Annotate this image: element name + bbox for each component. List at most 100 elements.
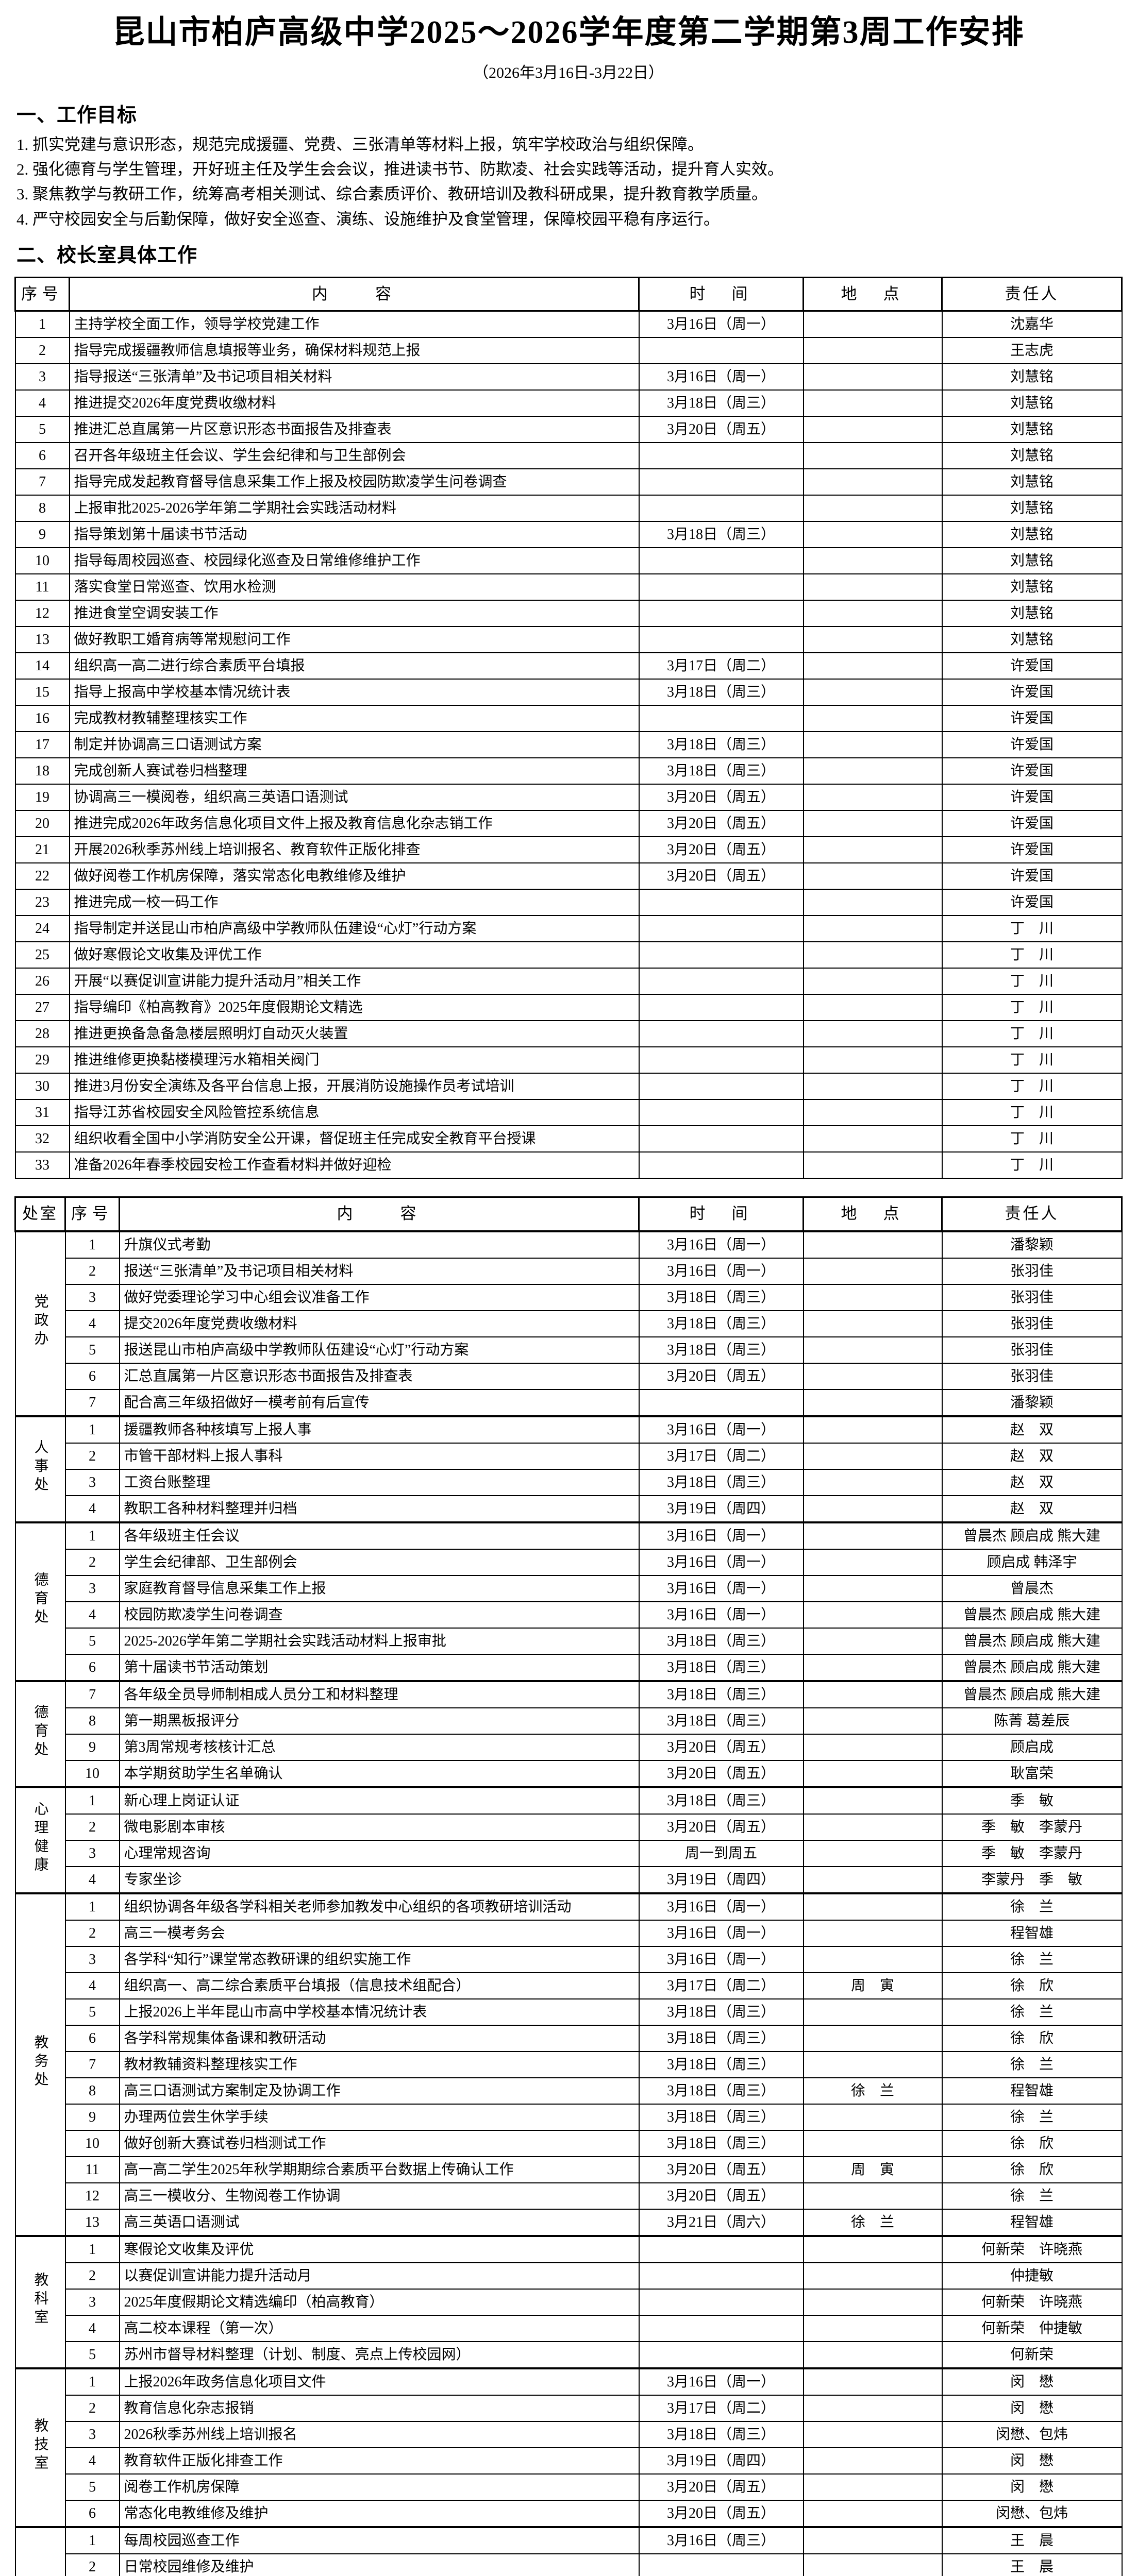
cell-place — [802, 1415, 943, 1444]
cell-content: 指导上报高中学校基本情况统计表 — [69, 679, 640, 706]
cell-index: 12 — [64, 2182, 120, 2210]
cell-content: 开展2026秋季苏州线上培训报名、教育软件正版化排查 — [69, 836, 640, 864]
cell-time: 3月18日（周三） — [638, 1310, 804, 1338]
cell-owner: 许爱国 — [941, 810, 1123, 838]
table-row: 6 各学科常规集体备课和教研活动 3月18日（周三） 徐 欣 — [15, 2025, 1123, 2053]
cell-owner: 刘慧铭 — [941, 573, 1123, 601]
cell-index: 3 — [14, 363, 70, 391]
cell-index: 15 — [14, 679, 70, 706]
cell-owner: 程智雄 — [941, 2209, 1123, 2237]
cell-content: 推进完成2026年政务信息化项目文件上报及教育信息化杂志销工作 — [69, 810, 640, 838]
cell-content: 各学科“知行”课堂常态教研课的组织实施工作 — [119, 1946, 640, 1974]
cell-index: 9 — [14, 521, 70, 549]
cell-place — [802, 337, 943, 365]
table-row: 6 常态化电教维修及维护 3月20日（周五） 闵懋、包炜 — [15, 2500, 1123, 2528]
cell-department: 心理健康 — [14, 1786, 66, 1894]
table-row: 9 第3周常规考核核计汇总 3月20日（周五） 顾启成 — [15, 1734, 1123, 1761]
cell-content: 准备2026年春季校园安检工作查看材料并做好迎检 — [69, 1151, 640, 1179]
cell-owner: 沈嘉华 — [941, 310, 1123, 338]
cell-index: 2 — [64, 1549, 120, 1577]
table-row: 28 推进更换备急备急楼层照明灯自动灭火装置 丁 川 — [14, 1020, 1123, 1048]
table-row: 教技室 1 上报2026年政务信息化项目文件 3月16日（周一） 闵 懋 — [14, 2367, 1123, 2528]
cell-content: 推进提交2026年度党费收缴材料 — [69, 389, 640, 417]
cell-time — [638, 915, 804, 943]
cell-content: 组织高一、高二综合素质平台填报（信息技术组配合） — [119, 1972, 640, 2000]
cell-time: 3月18日（周三） — [638, 1469, 804, 1497]
cell-owner: 丁 川 — [941, 941, 1123, 969]
cell-time: 3月18日（周三） — [638, 1628, 804, 1655]
cell-time: 3月18日（周三） — [638, 2025, 804, 2053]
cell-place: 周 寅 — [802, 2156, 943, 2184]
table-row: 5 报送昆山市柏庐高级中学教师队伍建设“心灯”行动方案 3月18日（周三） 张羽佳 — [15, 1336, 1123, 1364]
table-row: 11 落实食堂日常巡查、饮用水检测 刘慧铭 — [14, 573, 1123, 601]
cell-content: 开展“以赛促训宣讲能力提升活动月”相关工作 — [69, 968, 640, 995]
cell-department: 教技室 — [14, 2367, 66, 2528]
cell-content: 完成教材教辅整理核实工作 — [69, 705, 640, 733]
cell-index: 4 — [64, 1866, 120, 1894]
cell-owner: 徐 兰 — [941, 1946, 1123, 1974]
department-label: 德育处 — [32, 1704, 48, 1760]
cell-owner: 顾启成 韩泽宇 — [941, 1549, 1123, 1577]
cell-owner: 丁 川 — [941, 968, 1123, 995]
cell-content: 微电影剧本审核 — [119, 1814, 640, 1841]
cell-time — [638, 600, 804, 628]
cell-content: 指导编印《柏高教育》2025年度假期论文精选 — [69, 994, 640, 1022]
cell-place — [802, 679, 943, 706]
cell-content: 本学期贫助学生名单确认 — [119, 1760, 640, 1788]
cell-index: 25 — [14, 941, 70, 969]
cell-content: 上报2026年政务信息化项目文件 — [119, 2367, 640, 2396]
cell-index: 7 — [64, 1680, 120, 1709]
col-header-place: 地 点 — [802, 276, 943, 312]
cell-content: 配合高三年级招做好一模考前有后宣传 — [119, 1389, 640, 1417]
col-header-owner: 责任人 — [941, 1196, 1123, 1232]
cell-time: 3月20日（周五） — [638, 2182, 804, 2210]
cell-index: 1 — [64, 2235, 120, 2264]
cell-index: 6 — [64, 2500, 120, 2528]
cell-index: 3 — [64, 2289, 120, 2316]
cell-time: 3月17日（周二） — [638, 652, 804, 680]
table-row: 29 推进维修更换黏楼模理污水箱相关阀门 丁 川 — [14, 1046, 1123, 1074]
cell-content: 做好寒假论文收集及评优工作 — [69, 941, 640, 969]
col-header-department: 处室 — [14, 1196, 66, 1232]
cell-owner: 程智雄 — [941, 2077, 1123, 2105]
table-row: 德育处 1 各年级班主任会议 3月16日（周一） 曾晨杰 顾启成 熊大建 — [14, 1521, 1123, 1682]
cell-index: 1 — [64, 2367, 120, 2396]
cell-place: 周 寅 — [802, 1972, 943, 2000]
cell-index: 10 — [64, 1760, 120, 1788]
cell-index: 2 — [64, 1920, 120, 1947]
cell-place — [802, 968, 943, 995]
cell-time — [638, 2553, 804, 2576]
table-row: 20 推进完成2026年政务信息化项目文件上报及教育信息化杂志销工作 3月20日（周… — [14, 810, 1123, 838]
cell-place — [802, 2500, 943, 2528]
cell-content: 推进汇总直属第一片区意识形态书面报告及排查表 — [69, 416, 640, 444]
cell-index: 9 — [64, 2104, 120, 2131]
table-header-row: 处室 序号 内 容 时 间 地 点 责任人 — [14, 1196, 1123, 1232]
table-row: 4 教育软件正版化排查工作 3月19日（周四） 闵 懋 — [15, 2447, 1123, 2475]
cell-owner: 赵 双 — [941, 1415, 1123, 1444]
cell-time: 3月16日（周一） — [638, 1892, 804, 1921]
cell-place — [802, 1151, 943, 1179]
cell-owner: 许爱国 — [941, 731, 1123, 759]
cell-content: 2026秋季苏州线上培训报名 — [119, 2421, 640, 2449]
cell-owner: 张羽佳 — [941, 1258, 1123, 1285]
goal-item: 2. 强化德育与学生管理，开好班主任及学生会会议，推进读书节、防欺凌、社会实践等… — [16, 160, 783, 179]
cell-owner: 张羽佳 — [941, 1284, 1123, 1312]
cell-index: 14 — [14, 652, 70, 680]
cell-time: 3月18日（周三） — [638, 1284, 804, 1312]
cell-content: 高一高二学生2025年秋学期期综合素质平台数据上传确认工作 — [119, 2156, 640, 2184]
cell-content: 协调高三一模阅卷，组织高三英语口语测试 — [69, 784, 640, 811]
cell-index: 11 — [14, 573, 70, 601]
department-label: 党政办 — [32, 1294, 48, 1350]
cell-content: 提交2026年度党费收缴材料 — [119, 1310, 640, 1338]
cell-time: 3月20日（周五） — [638, 1363, 804, 1391]
table-row: 5 上报2026上半年昆山市高中学校基本情况统计表 3月18日（周三） 徐 兰 — [15, 1998, 1123, 2026]
cell-owner: 许爱国 — [941, 836, 1123, 864]
table-row: 13 做好教职工婚育病等常规慰问工作 刘慧铭 — [14, 626, 1123, 654]
table-row: 7 教材教辅资料整理核实工作 3月18日（周三） 徐 兰 — [15, 2051, 1123, 2079]
cell-owner: 刘慧铭 — [941, 600, 1123, 628]
cell-place — [802, 1336, 943, 1364]
cell-index: 5 — [64, 2473, 120, 2501]
cell-time: 3月20日（周五） — [638, 784, 804, 811]
table-row: 2 报送“三张清单”及书记项目相关材料 3月16日（周一） 张羽佳 — [15, 1258, 1123, 1285]
cell-index: 6 — [64, 1654, 120, 1682]
